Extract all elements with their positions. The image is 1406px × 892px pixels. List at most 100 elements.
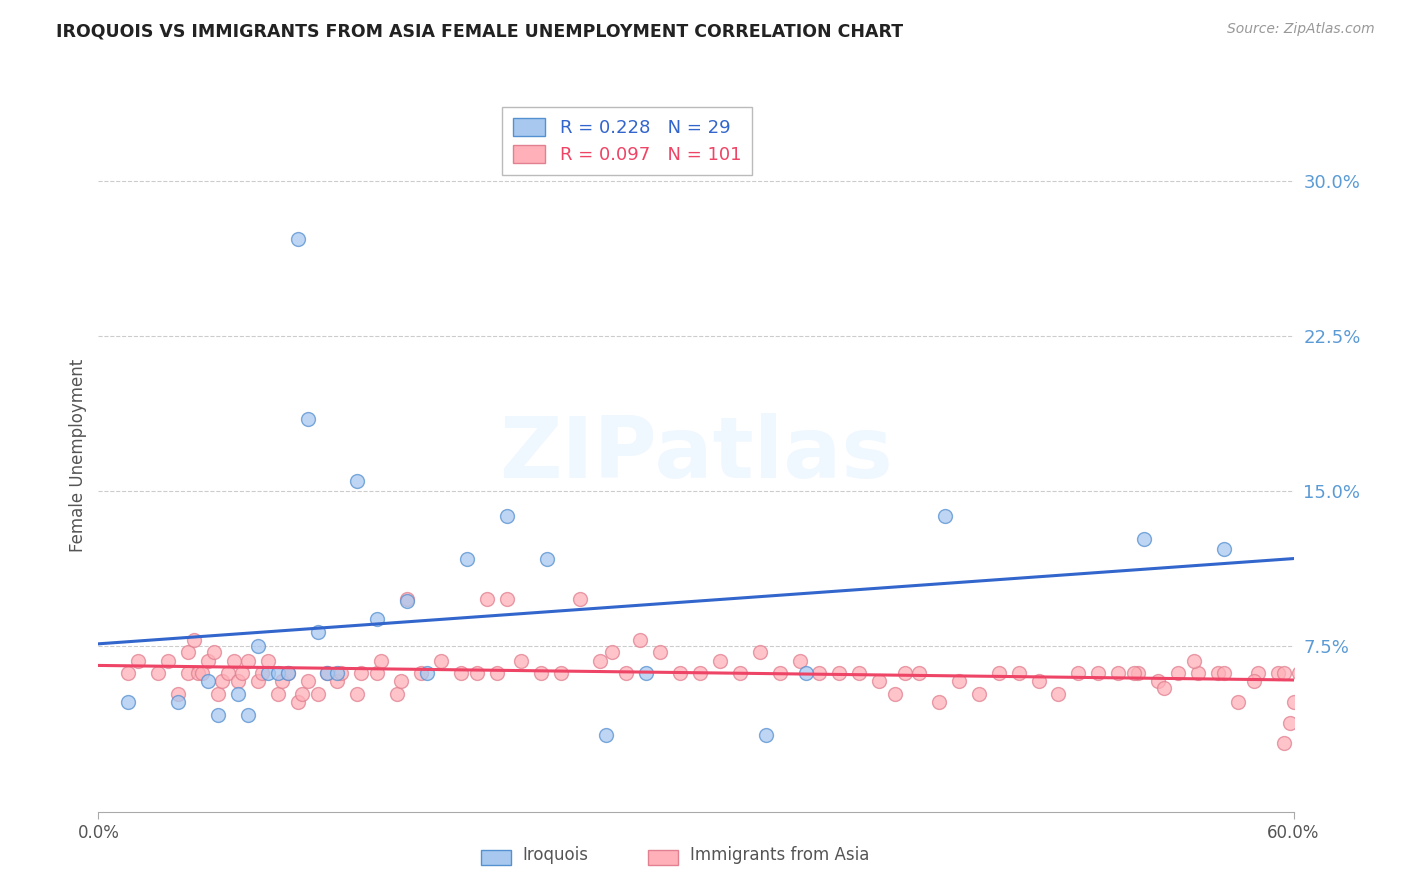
Point	[614, 666, 637, 681]
Point	[197, 674, 219, 689]
Point	[495, 591, 517, 606]
Point	[1312, 666, 1334, 681]
Point	[177, 666, 200, 681]
Point	[509, 654, 531, 668]
Point	[287, 695, 309, 709]
Point	[1206, 666, 1229, 681]
Text: Iroquois: Iroquois	[523, 846, 589, 863]
FancyBboxPatch shape	[481, 849, 510, 865]
Point	[396, 591, 419, 606]
Point	[256, 654, 278, 668]
Point	[366, 612, 388, 626]
Point	[217, 666, 239, 681]
Point	[330, 666, 353, 681]
Point	[297, 411, 319, 425]
Point	[346, 687, 368, 701]
Point	[450, 666, 472, 681]
Point	[934, 508, 956, 523]
Point	[1147, 674, 1170, 689]
Point	[411, 666, 433, 681]
Point	[385, 687, 409, 701]
Point	[307, 624, 329, 639]
Point	[828, 666, 851, 681]
Point	[287, 232, 309, 246]
Point	[307, 687, 329, 701]
Point	[1246, 666, 1268, 681]
Point	[1007, 666, 1029, 681]
Point	[884, 687, 907, 701]
Point	[1278, 715, 1301, 730]
Point	[669, 666, 692, 681]
Point	[595, 728, 617, 742]
Text: Source: ZipAtlas.com: Source: ZipAtlas.com	[1227, 22, 1375, 37]
Point	[191, 666, 214, 681]
Point	[628, 633, 651, 648]
Point	[894, 666, 917, 681]
Point	[908, 666, 931, 681]
Point	[589, 654, 612, 668]
Point	[211, 674, 233, 689]
Point	[1282, 695, 1305, 709]
Point	[808, 666, 831, 681]
Point	[1212, 666, 1234, 681]
Point	[1123, 666, 1146, 681]
Point	[529, 666, 551, 681]
Point	[928, 695, 950, 709]
Point	[485, 666, 508, 681]
Point	[1298, 666, 1320, 681]
Point	[1226, 695, 1249, 709]
Point	[396, 593, 419, 607]
Point	[648, 645, 672, 659]
Point	[167, 695, 190, 709]
Point	[226, 674, 249, 689]
Point	[1292, 645, 1315, 659]
Point	[267, 666, 290, 681]
Point	[569, 591, 592, 606]
Point	[246, 639, 269, 653]
Point	[366, 666, 388, 681]
Point	[1272, 666, 1295, 681]
Point	[1272, 736, 1295, 750]
Point	[456, 552, 478, 566]
Point	[246, 674, 269, 689]
Point	[1047, 687, 1070, 701]
Point	[1087, 666, 1109, 681]
Point	[389, 674, 412, 689]
Point	[636, 666, 658, 681]
Point	[222, 654, 245, 668]
Point	[550, 666, 572, 681]
Point	[1243, 674, 1265, 689]
Point	[177, 645, 200, 659]
Point	[430, 654, 453, 668]
Point	[207, 707, 229, 722]
Point	[290, 687, 312, 701]
Y-axis label: Female Unemployment: Female Unemployment	[69, 359, 87, 551]
Point	[350, 666, 373, 681]
Point	[167, 687, 190, 701]
Point	[748, 645, 770, 659]
Point	[465, 666, 488, 681]
Point	[250, 666, 273, 681]
Point	[536, 552, 558, 566]
Point	[1128, 666, 1150, 681]
Point	[789, 654, 811, 668]
Point	[277, 666, 299, 681]
Point	[117, 695, 139, 709]
Point	[202, 645, 225, 659]
Point	[768, 666, 790, 681]
FancyBboxPatch shape	[648, 849, 678, 865]
Point	[197, 654, 219, 668]
Point	[1028, 674, 1050, 689]
Point	[346, 474, 368, 488]
Point	[416, 666, 439, 681]
Point	[755, 728, 778, 742]
Point	[117, 666, 139, 681]
Point	[728, 666, 751, 681]
Point	[794, 666, 817, 681]
Point	[1187, 666, 1209, 681]
Point	[602, 645, 624, 659]
Point	[948, 674, 970, 689]
Point	[270, 674, 292, 689]
Point	[1212, 542, 1234, 557]
Point	[848, 666, 870, 681]
